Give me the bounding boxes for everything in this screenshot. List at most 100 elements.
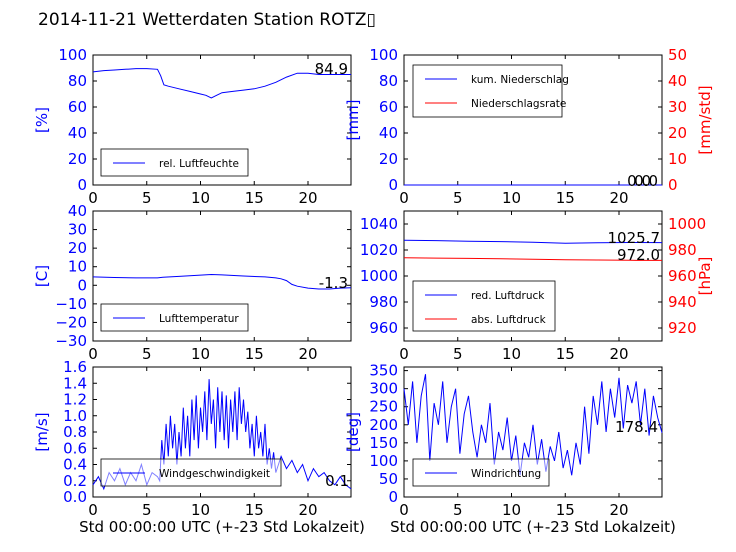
y-tick-label: 250 xyxy=(369,398,398,416)
y-tick-label: 80 xyxy=(379,72,398,90)
y-tick-label: 80 xyxy=(68,72,87,90)
y-tick-label-right: 960 xyxy=(668,267,697,285)
y-axis-label: [%] xyxy=(33,107,51,133)
last-value-label-2: 972.0 xyxy=(617,246,660,264)
y-tick-label: 20 xyxy=(68,239,87,257)
x-tick-label: 10 xyxy=(502,345,521,363)
x-tick-label: 15 xyxy=(556,189,575,207)
x-tick-label: 5 xyxy=(453,189,463,207)
y-axis-label: [m/s] xyxy=(33,412,51,451)
y-tick-label: 1.4 xyxy=(63,374,87,392)
x-tick-label: 10 xyxy=(502,189,521,207)
x-tick-label: 10 xyxy=(191,345,210,363)
y-tick-label: 350 xyxy=(369,362,398,380)
y-tick-label: 200 xyxy=(369,416,398,434)
y-tick-label: 40 xyxy=(379,124,398,142)
y-tick-label: 100 xyxy=(58,46,87,64)
legend-box xyxy=(412,280,556,332)
x-tick-label: 20 xyxy=(298,345,317,363)
y-axis-label-right: [hPa] xyxy=(696,257,714,296)
legend-label: red. Luftdruck xyxy=(471,290,545,302)
x-tick-label: 0 xyxy=(399,189,409,207)
y-tick-label: 1.2 xyxy=(63,391,87,409)
last-value-label-2: 0.0 xyxy=(627,172,651,190)
x-tick-label: 20 xyxy=(609,501,628,519)
x-tick-label: 15 xyxy=(556,345,575,363)
last-value-label: 0.0 xyxy=(634,172,658,190)
y-axis-label-right: [mm/std] xyxy=(696,85,714,154)
y-tick-label: 20 xyxy=(379,150,398,168)
y-tick-label-right: 980 xyxy=(668,241,697,259)
series-line xyxy=(92,273,352,290)
legend-label: Windrichtung xyxy=(471,468,541,480)
x-tick-label: 15 xyxy=(245,189,264,207)
y-tick-label: 960 xyxy=(369,319,398,337)
x-tick-label: 15 xyxy=(245,345,264,363)
y-tick-label-right: 20 xyxy=(668,124,687,142)
x-tick-label: 15 xyxy=(556,501,575,519)
y-tick-label: 100 xyxy=(369,46,398,64)
y-tick-label-right: 10 xyxy=(668,150,687,168)
last-value-label: 1025.7 xyxy=(608,229,661,247)
y-tick-label-right: 920 xyxy=(668,319,697,337)
series-line-right xyxy=(403,257,663,261)
page-title: 2014-11-21 Wetterdaten Station ROTZ▯ xyxy=(38,10,376,30)
y-tick-label: −20 xyxy=(55,313,87,331)
y-tick-label: 40 xyxy=(68,124,87,142)
y-tick-label: 40 xyxy=(68,202,87,220)
x-tick-label: 5 xyxy=(142,501,152,519)
y-tick-label: 60 xyxy=(379,98,398,116)
last-value-label: 0.1 xyxy=(325,472,349,490)
y-tick-label: 1.0 xyxy=(63,407,87,425)
x-tick-label: 10 xyxy=(191,501,210,519)
legend-label: kum. Niederschlag xyxy=(471,74,569,86)
y-tick-label: 20 xyxy=(68,150,87,168)
y-tick-label: 980 xyxy=(369,293,398,311)
y-tick-label-right: 0 xyxy=(668,176,678,194)
x-tick-label: 0 xyxy=(88,501,98,519)
legend-label: Lufttemperatur xyxy=(159,313,239,325)
y-tick-label: 150 xyxy=(369,434,398,452)
y-tick-label: 0 xyxy=(388,176,398,194)
y-tick-label-right: 50 xyxy=(668,46,687,64)
x-tick-label: 0 xyxy=(88,189,98,207)
y-tick-label: 1.6 xyxy=(63,358,87,376)
x-tick-label: 5 xyxy=(142,345,152,363)
y-tick-label: 60 xyxy=(68,98,87,116)
y-tick-label: 0.8 xyxy=(63,423,87,441)
y-axis-label: [mm] xyxy=(344,100,362,141)
y-tick-label: −30 xyxy=(55,332,87,350)
y-tick-label: 50 xyxy=(379,470,398,488)
legend-label: rel. Luftfeuchte xyxy=(159,158,239,170)
x-tick-label: 20 xyxy=(298,189,317,207)
y-tick-label: 30 xyxy=(68,221,87,239)
x-tick-label: 20 xyxy=(609,345,628,363)
y-tick-label: 100 xyxy=(369,452,398,470)
x-tick-label: 15 xyxy=(245,501,264,519)
y-tick-label-right: 940 xyxy=(668,293,697,311)
x-tick-label: 0 xyxy=(88,345,98,363)
y-tick-label: 10 xyxy=(68,258,87,276)
series-line xyxy=(92,68,351,99)
x-tick-label: 10 xyxy=(502,501,521,519)
y-tick-label: 0.0 xyxy=(63,488,87,506)
y-tick-label-right: 1000 xyxy=(668,215,706,233)
series-line xyxy=(403,374,663,476)
y-tick-label: 1000 xyxy=(360,267,398,285)
legend-label: abs. Luftdruck xyxy=(471,314,547,326)
x-tick-label: 0 xyxy=(399,501,409,519)
x-axis-label-left: Std 00:00:00 UTC (+-23 Std Lokalzeit) xyxy=(79,518,365,536)
series-line xyxy=(403,239,663,244)
x-tick-label: 20 xyxy=(298,501,317,519)
y-axis-label: [C] xyxy=(33,265,51,287)
y-tick-label-right: 40 xyxy=(668,72,687,90)
last-value-label: 178.4 xyxy=(615,418,658,436)
x-tick-label: 5 xyxy=(453,345,463,363)
y-tick-label: 1040 xyxy=(360,215,398,233)
y-tick-label-right: 30 xyxy=(668,98,687,116)
last-value-label: 84.9 xyxy=(315,60,348,78)
x-tick-label: 0 xyxy=(399,345,409,363)
y-tick-label: 0.2 xyxy=(63,472,87,490)
